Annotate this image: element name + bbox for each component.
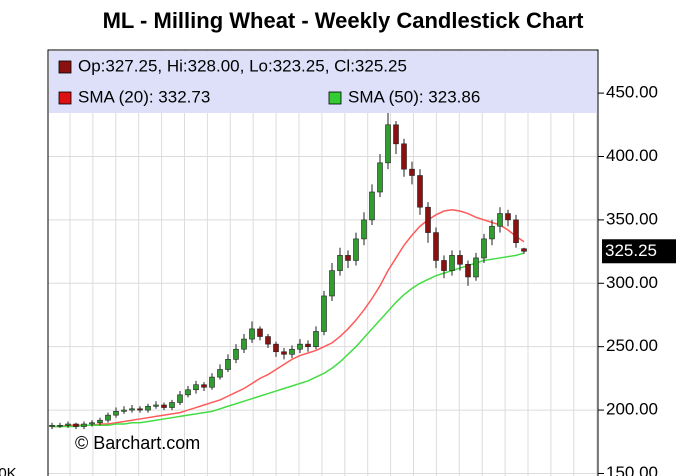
legend-entry: SMA (50): 323.86 bbox=[348, 87, 480, 106]
volume-label: 50K bbox=[0, 465, 17, 476]
candle-body bbox=[457, 255, 463, 265]
candle-body bbox=[433, 232, 439, 261]
candle-body bbox=[489, 225, 495, 240]
candle-body bbox=[193, 384, 199, 391]
y-tick-label: 350.00 bbox=[606, 209, 658, 228]
candle-body bbox=[305, 343, 311, 347]
candle-body bbox=[473, 257, 479, 278]
candle-body bbox=[217, 369, 223, 378]
candle-body bbox=[121, 409, 127, 412]
legend-swatch bbox=[58, 60, 72, 74]
candle-body bbox=[241, 338, 247, 350]
candle-body bbox=[313, 331, 319, 347]
legend-swatch bbox=[328, 91, 342, 105]
candle-body bbox=[377, 162, 383, 193]
y-tick-label: 250.00 bbox=[606, 336, 658, 355]
candle-body bbox=[201, 384, 207, 388]
candle-body bbox=[81, 423, 87, 427]
candle-body bbox=[97, 419, 103, 424]
y-tick-label: 400.00 bbox=[606, 146, 658, 165]
candle-body bbox=[209, 376, 215, 388]
candle-body bbox=[145, 405, 151, 411]
y-tick-label: 150.00 bbox=[606, 463, 658, 476]
candle-body bbox=[297, 343, 303, 350]
candle-body bbox=[65, 423, 71, 426]
candle-body bbox=[105, 414, 111, 421]
candle-body bbox=[505, 213, 511, 221]
candle-body bbox=[361, 219, 367, 240]
candle-body bbox=[281, 351, 287, 355]
candle-body bbox=[129, 408, 135, 411]
candle-body bbox=[153, 404, 159, 407]
candle-body bbox=[249, 328, 255, 340]
candle-body bbox=[441, 260, 447, 271]
legend-entry: SMA (20): 332.73 bbox=[78, 87, 210, 106]
candle-body bbox=[353, 238, 359, 261]
candle-body bbox=[513, 219, 519, 244]
candle-body bbox=[233, 348, 239, 360]
candle-body bbox=[169, 402, 175, 408]
candle-body bbox=[417, 175, 423, 208]
candle-body bbox=[425, 206, 431, 233]
candle-body bbox=[57, 424, 63, 427]
candle-body bbox=[481, 238, 487, 259]
candle-body bbox=[273, 343, 279, 353]
legend-box bbox=[49, 51, 597, 113]
y-tick-label: 450.00 bbox=[606, 83, 658, 102]
candle-body bbox=[497, 213, 503, 227]
candle-body bbox=[465, 263, 471, 278]
watermark: © Barchart.com bbox=[75, 433, 200, 453]
last-price-box bbox=[602, 239, 676, 264]
candle-body bbox=[385, 124, 391, 164]
candle-body bbox=[161, 404, 167, 408]
candle-body bbox=[289, 348, 295, 355]
candle-body bbox=[521, 248, 527, 252]
y-tick-label: 300.00 bbox=[606, 273, 658, 292]
candle-body bbox=[177, 394, 183, 403]
sma-line bbox=[52, 208, 525, 428]
legend-swatch bbox=[58, 91, 72, 105]
candle-body bbox=[337, 255, 343, 271]
candle-body bbox=[369, 191, 375, 221]
candle-body bbox=[265, 336, 271, 345]
candle-body bbox=[257, 328, 263, 337]
plot-border bbox=[47, 49, 599, 476]
candle-body bbox=[393, 124, 399, 145]
candle-body bbox=[345, 255, 351, 261]
candle-body bbox=[137, 408, 143, 411]
candle-body bbox=[185, 389, 191, 396]
candle-body bbox=[449, 255, 455, 271]
candle-body bbox=[113, 411, 119, 416]
candle-body bbox=[409, 168, 415, 176]
candle-body bbox=[329, 270, 335, 297]
sma-line bbox=[52, 252, 525, 428]
candle-body bbox=[401, 143, 407, 170]
candle-body bbox=[225, 359, 231, 370]
y-tick-label: 200.00 bbox=[606, 400, 658, 419]
candle-body bbox=[49, 424, 55, 427]
candle-body bbox=[73, 423, 79, 427]
chart-title: ML - Milling Wheat - Weekly Candlestick … bbox=[103, 8, 584, 33]
candle-body bbox=[321, 295, 327, 332]
candle-body bbox=[89, 422, 95, 425]
ohlc-label: Op:327.25, Hi:328.00, Lo:323.25, Cl:325.… bbox=[78, 56, 407, 75]
last-price-label: 325.25 bbox=[605, 241, 657, 260]
